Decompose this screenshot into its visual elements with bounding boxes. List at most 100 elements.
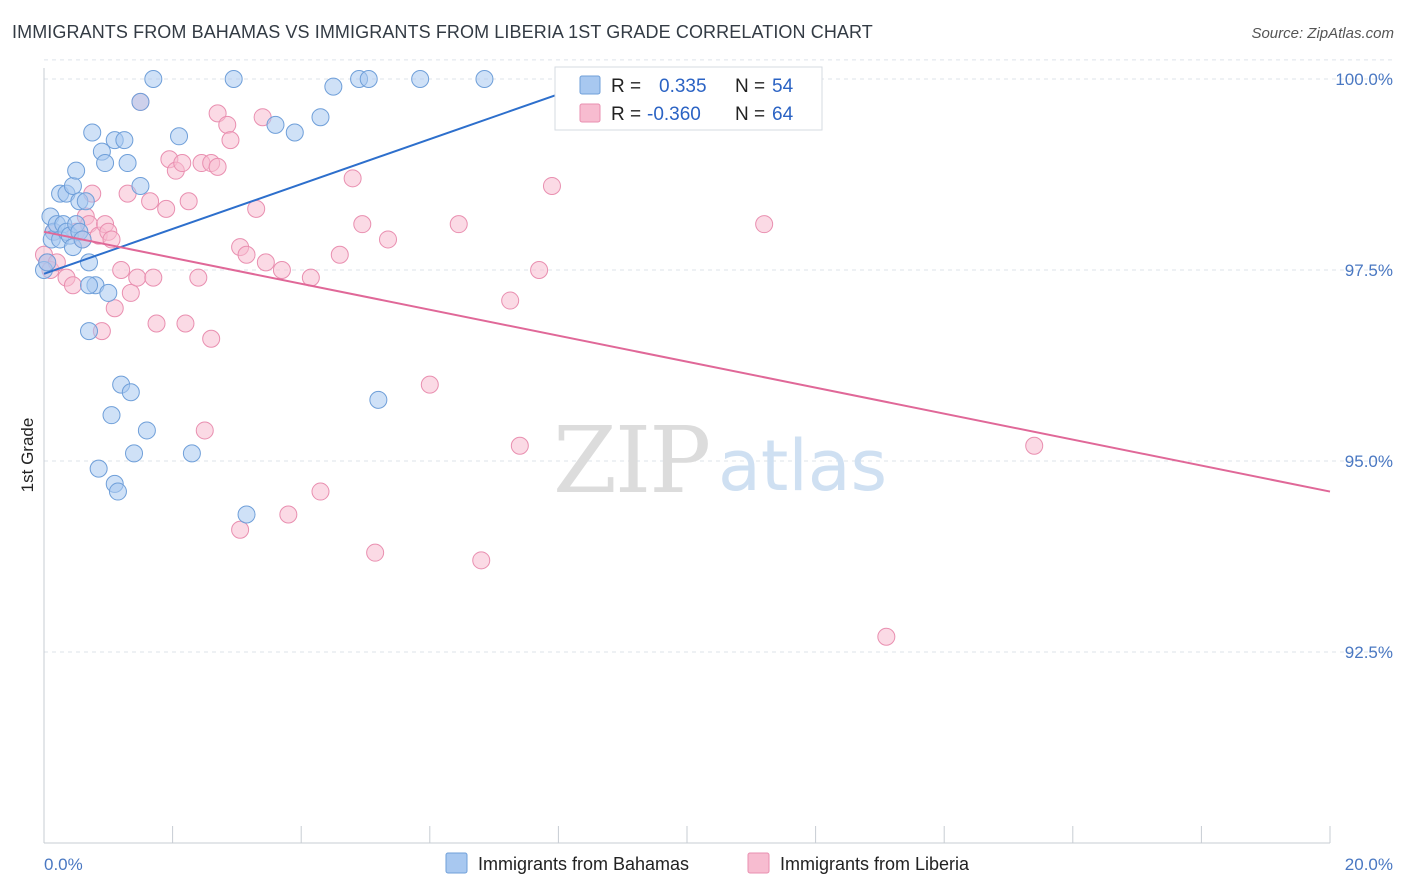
bahamas-point-48 xyxy=(137,421,156,440)
stats-legend-r-value-bahamas: 0.335 xyxy=(659,76,707,97)
stats-legend-n-label-liberia: N = xyxy=(735,104,765,125)
liberia-point-61 xyxy=(530,261,549,279)
watermark-zip: ZIP xyxy=(553,407,709,514)
bahamas-point-43 xyxy=(80,276,99,295)
bahamas-point-49 xyxy=(125,444,144,463)
liberia-point-47 xyxy=(272,261,291,279)
liberia-point-39 xyxy=(218,115,237,134)
stats-legend-r-label-liberia: R = xyxy=(611,104,641,125)
liberia-point-59 xyxy=(501,291,520,310)
bahamas-point-55 xyxy=(369,390,388,409)
liberia-trend-line xyxy=(43,230,1331,493)
bahamas-point-35 xyxy=(324,77,343,96)
bahamas-point-14 xyxy=(80,253,99,272)
bahamas-point-38 xyxy=(411,70,430,88)
stats-legend-swatch-liberia xyxy=(579,103,601,123)
legend-swatch-liberia xyxy=(747,852,770,874)
y-axis-tick-labels: 92.5% 95.0% 97.5% 100.0% xyxy=(1335,70,1393,662)
stats-legend-n-value-bahamas: 54 xyxy=(772,76,794,97)
stats-legend-n-label-bahamas: N = xyxy=(735,76,765,97)
liberia-point-23 xyxy=(141,192,160,211)
y-tick-label-0: 92.5% xyxy=(1345,643,1393,662)
bahamas-point-50 xyxy=(89,459,108,478)
liberia-point-40 xyxy=(221,131,240,150)
watermark: ZIP atlas xyxy=(553,407,887,514)
bahamas-point-29 xyxy=(144,70,163,88)
liberia-point-51 xyxy=(330,245,349,264)
liberia-point-63 xyxy=(755,215,774,234)
bahamas-point-19 xyxy=(67,161,86,180)
bahamas-point-32 xyxy=(266,115,285,134)
liberia-point-42 xyxy=(231,520,250,539)
liberia-point-50 xyxy=(311,482,330,501)
bahamas-point-34 xyxy=(311,108,330,127)
liberia-point-65 xyxy=(1025,436,1044,455)
liberia-point-57 xyxy=(449,215,468,234)
bahamas-trend-line xyxy=(43,74,614,275)
liberia-point-25 xyxy=(147,314,166,333)
bahamas-point-25 xyxy=(115,131,134,150)
trend-lines xyxy=(43,74,1331,493)
bahamas-point-53 xyxy=(182,444,201,463)
liberia-point-30 xyxy=(179,192,198,211)
liberia-point-36 xyxy=(202,329,221,348)
stats-legend-r-label-bahamas: R = xyxy=(611,76,641,97)
bahamas-point-42 xyxy=(80,322,99,341)
stats-legend-swatch-bahamas xyxy=(579,75,601,95)
liberia-point-38 xyxy=(208,104,227,123)
bahamas-point-30 xyxy=(170,127,189,146)
bahamas-point-54 xyxy=(237,505,256,524)
bahamas-point-18 xyxy=(63,176,82,195)
bahamas-point-37 xyxy=(359,70,378,88)
liberia-point-33 xyxy=(189,268,208,287)
legend-swatch-bahamas xyxy=(445,852,468,874)
liberia-point-48 xyxy=(279,505,298,524)
bahamas-point-27 xyxy=(131,176,150,195)
x-axis-ticks xyxy=(43,826,1331,843)
bahamas-point-39 xyxy=(475,70,494,88)
liberia-point-56 xyxy=(420,375,439,394)
bahamas-point-28 xyxy=(131,92,150,111)
x-tick-label-min: 0.0% xyxy=(44,855,83,874)
stats-legend-r-value-liberia: -0.360 xyxy=(647,104,701,125)
liberia-point-29 xyxy=(173,154,192,173)
chart-title: IMMIGRANTS FROM BAHAMAS VS IMMIGRANTS FR… xyxy=(12,22,873,42)
y-axis-label: 1st Grade xyxy=(18,418,37,493)
liberia-point-52 xyxy=(343,169,362,188)
watermark-atlas: atlas xyxy=(718,425,887,507)
gridlines xyxy=(44,59,1393,653)
legend-label-bahamas: Immigrants from Bahamas xyxy=(478,854,689,874)
liberia-point-46 xyxy=(256,253,275,272)
liberia-points xyxy=(35,70,1044,646)
liberia-point-55 xyxy=(379,230,398,249)
liberia-point-58 xyxy=(472,551,491,570)
liberia-point-43 xyxy=(237,245,256,264)
bahamas-point-47 xyxy=(102,406,121,425)
y-tick-label-3: 100.0% xyxy=(1335,70,1393,89)
liberia-point-31 xyxy=(176,314,195,333)
liberia-point-21 xyxy=(128,268,147,287)
liberia-point-53 xyxy=(353,215,372,234)
bahamas-point-44 xyxy=(99,283,118,302)
bahamas-point-1 xyxy=(38,253,57,272)
bahamas-point-31 xyxy=(224,70,243,88)
liberia-point-18 xyxy=(112,261,131,279)
liberia-point-34 xyxy=(195,421,214,440)
bahamas-point-33 xyxy=(285,123,304,142)
bahamas-point-21 xyxy=(83,123,102,142)
liberia-point-20 xyxy=(121,283,140,302)
legend-label-liberia: Immigrants from Liberia xyxy=(780,854,970,874)
bahamas-point-23 xyxy=(96,154,115,173)
liberia-point-44 xyxy=(247,199,266,218)
bahamas-point-41 xyxy=(76,192,95,211)
liberia-point-24 xyxy=(144,268,163,287)
liberia-point-6 xyxy=(63,276,82,295)
liberia-point-17 xyxy=(105,299,124,318)
stats-legend-n-value-liberia: 64 xyxy=(772,104,794,125)
liberia-point-62 xyxy=(542,176,561,195)
bahamas-point-52 xyxy=(108,482,127,501)
liberia-point-60 xyxy=(510,436,529,455)
y-tick-label-2: 97.5% xyxy=(1345,261,1393,280)
liberia-point-64 xyxy=(877,627,896,646)
